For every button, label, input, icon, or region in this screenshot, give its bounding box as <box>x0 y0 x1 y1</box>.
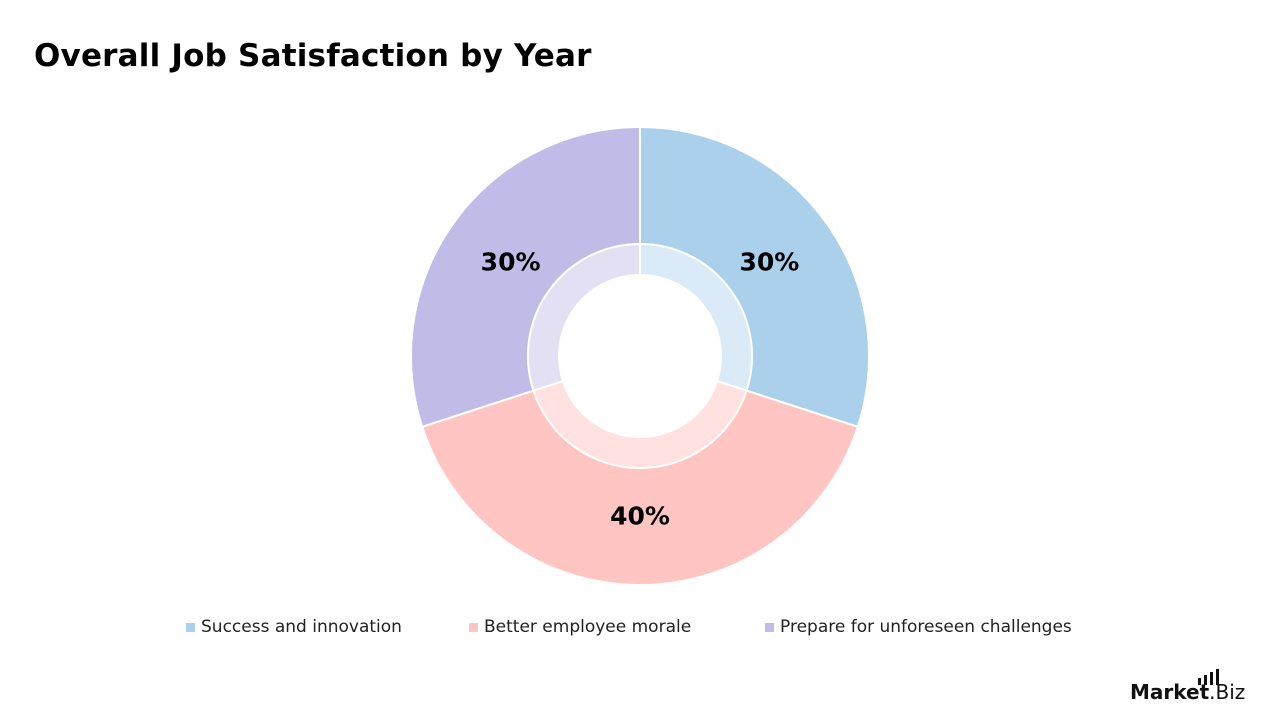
legend-swatch <box>469 622 478 632</box>
legend-item[interactable]: Prepare for unforeseen challenges <box>765 617 1072 637</box>
svg-text:Market.Biz: Market.Biz <box>1130 680 1245 704</box>
brand-logo: Market.Biz <box>1130 669 1245 704</box>
donut-slice[interactable] <box>420 389 860 586</box>
legend-item[interactable]: Better employee morale <box>469 617 691 637</box>
slice-value-label: 30% <box>481 248 541 277</box>
chart-legend: Success and innovation Better employee m… <box>0 617 1280 639</box>
donut-inner-ring-segment <box>527 242 641 392</box>
legend-item[interactable]: Success and innovation <box>186 617 402 637</box>
legend-label: Prepare for unforeseen challenges <box>780 617 1072 637</box>
legend-label: Better employee morale <box>484 617 692 637</box>
donut-slices <box>410 125 870 586</box>
legend-swatch <box>765 622 774 632</box>
slice-value-label: 30% <box>739 248 799 277</box>
slice-value-label: 40% <box>610 502 670 531</box>
legend-swatch <box>186 622 195 632</box>
chart-title: Overall Job Satisfaction by Year <box>34 38 592 74</box>
slice-labels: 30% 40% 30% <box>481 248 800 531</box>
legend-label: Success and innovation <box>201 617 402 637</box>
